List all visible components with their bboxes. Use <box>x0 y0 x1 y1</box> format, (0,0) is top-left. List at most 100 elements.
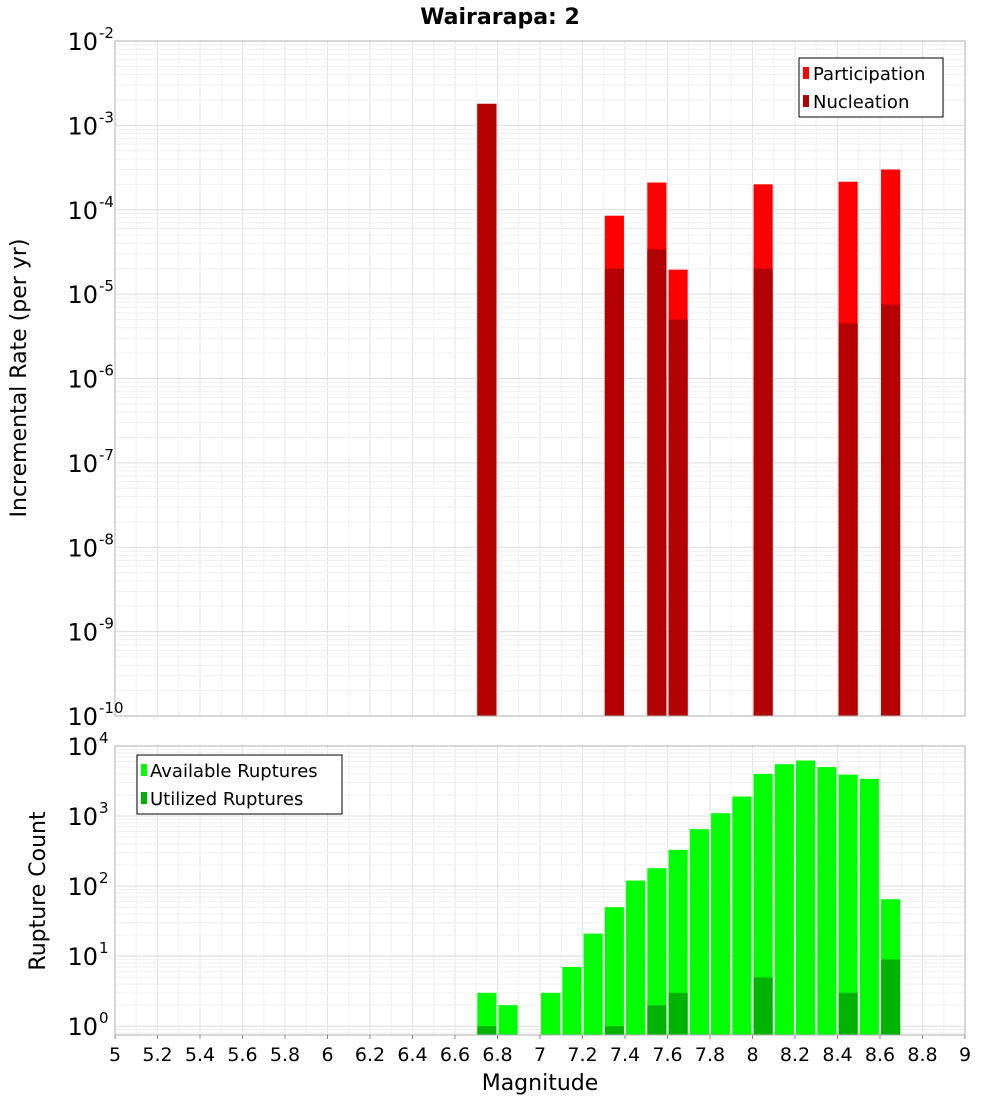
x-tick-label: 7.6 <box>652 1044 682 1066</box>
bottom-legend-box <box>136 754 343 815</box>
bar-available-ruptures <box>562 967 582 1035</box>
x-tick-label: 6.8 <box>482 1044 512 1066</box>
legend-swatch-participation <box>803 67 809 79</box>
y-tick-label: 10 <box>67 733 98 761</box>
bottom-legend: Available Ruptures Utilized Ruptures <box>136 754 343 815</box>
bar-utilized-ruptures <box>604 1026 624 1035</box>
bar-utilized-ruptures <box>753 977 773 1035</box>
x-tick-label: 5.8 <box>270 1044 300 1066</box>
bar-available-ruptures <box>498 1005 518 1035</box>
x-tick-label: 7 <box>534 1044 546 1066</box>
bar-utilized-ruptures <box>668 992 688 1035</box>
y-tick-label: 10 <box>67 197 98 225</box>
y-tick-exponent: -7 <box>99 446 114 464</box>
legend-swatch-nucleation <box>803 95 809 107</box>
bar-nucleation <box>753 268 773 716</box>
x-tick-label: 6 <box>321 1044 333 1066</box>
bar-available-ruptures <box>626 880 646 1035</box>
top-plot-frame <box>114 40 966 717</box>
bar-available-ruptures <box>541 992 561 1035</box>
top-legend-box <box>798 57 944 118</box>
y-tick-exponent: -8 <box>99 530 114 548</box>
x-ticks: 5 5.2 5.4 5.6 5.8 6 6.2 6.4 6.6 6.8 7 7.2 7.4 7.6 7.8 8… <box>109 1035 971 1066</box>
bar-available-ruptures <box>859 778 879 1035</box>
bar-utilized-ruptures <box>647 1005 667 1035</box>
x-tick-label: 5.2 <box>142 1044 172 1066</box>
y-tick-label: 10 <box>67 28 98 56</box>
bar-utilized-ruptures <box>838 992 858 1035</box>
bar-available-ruptures <box>477 992 497 1035</box>
bar-utilized-ruptures <box>477 1026 497 1035</box>
x-tick-label: 6.4 <box>397 1044 427 1066</box>
bar-nucleation <box>604 268 624 716</box>
bar-nucleation <box>477 103 497 717</box>
x-tick-label: 8 <box>746 1044 758 1066</box>
y-tick-label: 10 <box>67 366 98 394</box>
top-y-axis-label: Incremental Rate (per yr) <box>7 239 32 518</box>
bar-available-ruptures <box>817 767 837 1035</box>
legend-swatch-utilized <box>141 792 147 804</box>
y-tick-label: 10 <box>67 1013 98 1041</box>
bar-available-ruptures <box>668 849 688 1035</box>
y-tick-exponent: 3 <box>99 799 109 817</box>
bar-available-ruptures <box>604 907 624 1035</box>
legend-label-utilized: Utilized Ruptures <box>150 789 303 810</box>
x-tick-label: 7.8 <box>695 1044 725 1066</box>
bar-available-ruptures <box>583 933 603 1035</box>
y-tick-exponent: -2 <box>99 24 114 42</box>
y-tick-exponent: -10 <box>99 699 124 717</box>
y-tick-label: 10 <box>67 703 98 731</box>
top-legend: Participation Nucleation <box>798 57 944 118</box>
bar-available-ruptures <box>711 813 731 1035</box>
legend-label-participation: Participation <box>813 64 925 85</box>
y-tick-exponent: -4 <box>99 193 114 211</box>
bar-nucleation <box>647 249 667 716</box>
x-tick-label: 8.2 <box>780 1044 810 1066</box>
y-tick-exponent: 1 <box>99 939 109 957</box>
bar-nucleation <box>838 323 858 716</box>
bar-available-ruptures <box>647 868 667 1035</box>
x-tick-label: 8.6 <box>865 1044 895 1066</box>
x-tick-label: 5.4 <box>185 1044 215 1066</box>
x-tick-label: 7.2 <box>567 1044 597 1066</box>
y-tick-label: 10 <box>67 943 98 971</box>
bar-utilized-ruptures <box>881 959 901 1035</box>
y-tick-label: 10 <box>67 803 98 831</box>
x-tick-label: 8.8 <box>907 1044 937 1066</box>
bar-nucleation <box>668 319 688 716</box>
bar-available-ruptures <box>796 760 816 1035</box>
y-tick-exponent: 2 <box>99 869 109 887</box>
chart-title: Wairarapa: 2 <box>420 5 580 30</box>
bar-available-ruptures <box>732 796 752 1035</box>
x-axis-label: Magnitude <box>482 1071 599 1096</box>
x-tick-label: 8.4 <box>822 1044 852 1066</box>
bottom-plot-bars <box>477 760 901 1035</box>
x-tick-label: 5.6 <box>227 1044 257 1066</box>
legend-swatch-available <box>141 764 147 776</box>
bar-available-ruptures <box>774 764 794 1035</box>
x-tick-label: 7.4 <box>610 1044 640 1066</box>
y-tick-exponent: 0 <box>99 1009 109 1027</box>
y-tick-exponent: -3 <box>99 108 114 126</box>
top-plot-bars <box>477 103 901 717</box>
y-tick-label: 10 <box>67 619 98 647</box>
x-tick-label: 6.2 <box>355 1044 385 1066</box>
y-tick-exponent: 4 <box>99 729 109 747</box>
y-tick-label: 10 <box>67 112 98 140</box>
y-tick-exponent: -9 <box>99 615 114 633</box>
y-tick-label: 10 <box>67 450 98 478</box>
top-plot-grid <box>114 40 966 717</box>
x-tick-label: 6.6 <box>440 1044 470 1066</box>
legend-label-nucleation: Nucleation <box>813 92 909 113</box>
x-tick-label: 5 <box>109 1044 121 1066</box>
bar-available-ruptures <box>753 773 773 1035</box>
bar-available-ruptures <box>689 829 709 1035</box>
legend-label-available: Available Ruptures <box>150 761 318 782</box>
y-tick-label: 10 <box>67 873 98 901</box>
y-tick-label: 10 <box>67 281 98 309</box>
y-tick-exponent: -6 <box>99 362 114 380</box>
bar-available-ruptures <box>838 774 858 1035</box>
